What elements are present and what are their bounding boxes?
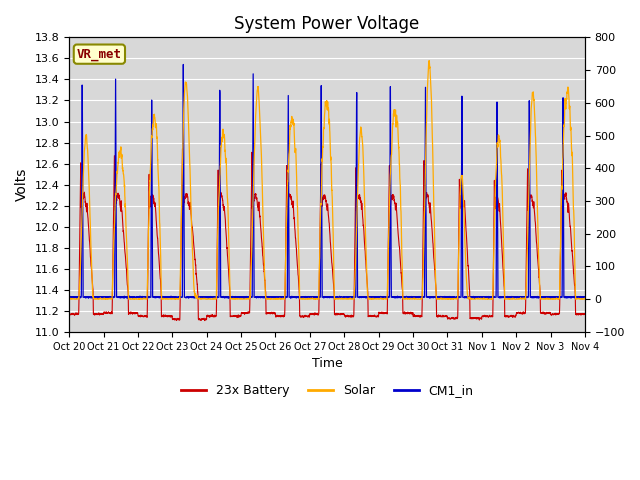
X-axis label: Time: Time — [312, 357, 342, 370]
Legend: 23x Battery, Solar, CM1_in: 23x Battery, Solar, CM1_in — [175, 379, 479, 402]
Title: System Power Voltage: System Power Voltage — [234, 15, 420, 33]
Y-axis label: Volts: Volts — [15, 168, 29, 201]
Text: VR_met: VR_met — [77, 48, 122, 60]
